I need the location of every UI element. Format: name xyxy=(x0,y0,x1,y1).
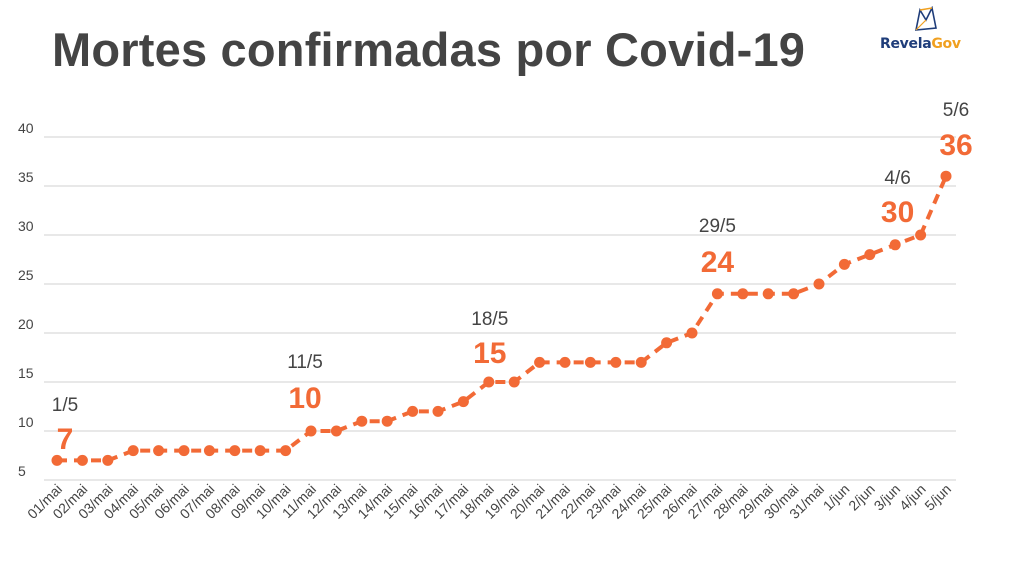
data-point-28 xyxy=(762,288,774,300)
data-point-32 xyxy=(864,249,876,261)
data-point-24 xyxy=(661,337,673,349)
logo-text-revela: Revela xyxy=(880,36,932,52)
y-tick-label-25: 25 xyxy=(18,267,34,283)
annotation-value-26: 24 xyxy=(701,246,735,279)
data-point-31 xyxy=(838,258,850,270)
data-point-6 xyxy=(203,445,215,457)
data-point-20 xyxy=(559,356,571,368)
data-point-8 xyxy=(254,445,266,457)
data-point-2 xyxy=(102,454,114,466)
data-point-21 xyxy=(584,356,596,368)
data-point-29 xyxy=(788,288,800,300)
y-tick-label-20: 20 xyxy=(18,316,34,332)
data-point-14 xyxy=(407,405,419,417)
data-point-10 xyxy=(305,425,317,437)
y-tick-label-40: 40 xyxy=(18,120,34,136)
data-point-4 xyxy=(153,445,165,457)
data-point-25 xyxy=(686,327,698,339)
y-tick-label-30: 30 xyxy=(18,218,34,234)
data-point-7 xyxy=(229,445,241,457)
data-point-18 xyxy=(508,376,520,388)
annotation-date-34: 4/6 xyxy=(884,168,910,189)
y-tick-label-15: 15 xyxy=(18,365,34,381)
data-point-19 xyxy=(534,356,546,368)
data-point-3 xyxy=(127,445,139,457)
annotation-date-17: 18/5 xyxy=(471,309,508,330)
data-point-35 xyxy=(940,170,952,182)
data-point-16 xyxy=(457,396,469,408)
annotation-date-35: 5/6 xyxy=(943,100,969,121)
annotation-value-34: 30 xyxy=(881,196,914,229)
annotation-value-17: 15 xyxy=(473,337,506,370)
data-point-15 xyxy=(432,405,444,417)
data-point-13 xyxy=(381,415,393,427)
data-point-17 xyxy=(483,376,495,388)
logo-text-gov: Gov xyxy=(931,36,961,52)
revelagov-logo: RevelaGov xyxy=(880,6,972,60)
revelagov-logo-icon xyxy=(915,6,937,31)
annotation-value-10: 10 xyxy=(288,382,321,415)
annotation-value-0: 7 xyxy=(57,423,74,456)
x-tick-label-33: 3/jun xyxy=(871,481,904,514)
y-tick-label-5: 5 xyxy=(18,463,26,479)
data-point-5 xyxy=(178,445,190,457)
data-point-1 xyxy=(76,454,88,466)
annotation-value-35: 36 xyxy=(939,129,972,162)
annotation-date-10: 11/5 xyxy=(287,352,323,373)
data-point-11 xyxy=(330,425,342,437)
annotation-date-26: 29/5 xyxy=(699,216,736,237)
x-tick-label-32: 2/jun xyxy=(845,481,878,514)
x-tick-label-35: 5/jun xyxy=(921,481,954,514)
data-point-23 xyxy=(635,356,647,368)
x-tick-label-34: 4/jun xyxy=(896,481,929,514)
series-line xyxy=(57,175,948,463)
annotation-date-0: 1/5 xyxy=(52,395,78,416)
x-tick-label-31: 1/jun xyxy=(820,481,853,514)
data-point-33 xyxy=(889,239,901,251)
data-point-0 xyxy=(51,454,63,466)
data-point-22 xyxy=(610,356,622,368)
data-point-30 xyxy=(813,278,825,290)
data-point-9 xyxy=(280,445,292,457)
data-point-26 xyxy=(711,288,723,300)
data-point-34 xyxy=(915,229,927,241)
y-tick-label-35: 35 xyxy=(18,169,34,185)
logo-text: RevelaGov xyxy=(880,36,961,52)
y-tick-label-10: 10 xyxy=(18,414,34,430)
data-point-27 xyxy=(737,288,749,300)
page-title: Mortes confirmadas por Covid-19 xyxy=(52,23,806,76)
data-point-12 xyxy=(356,415,368,427)
